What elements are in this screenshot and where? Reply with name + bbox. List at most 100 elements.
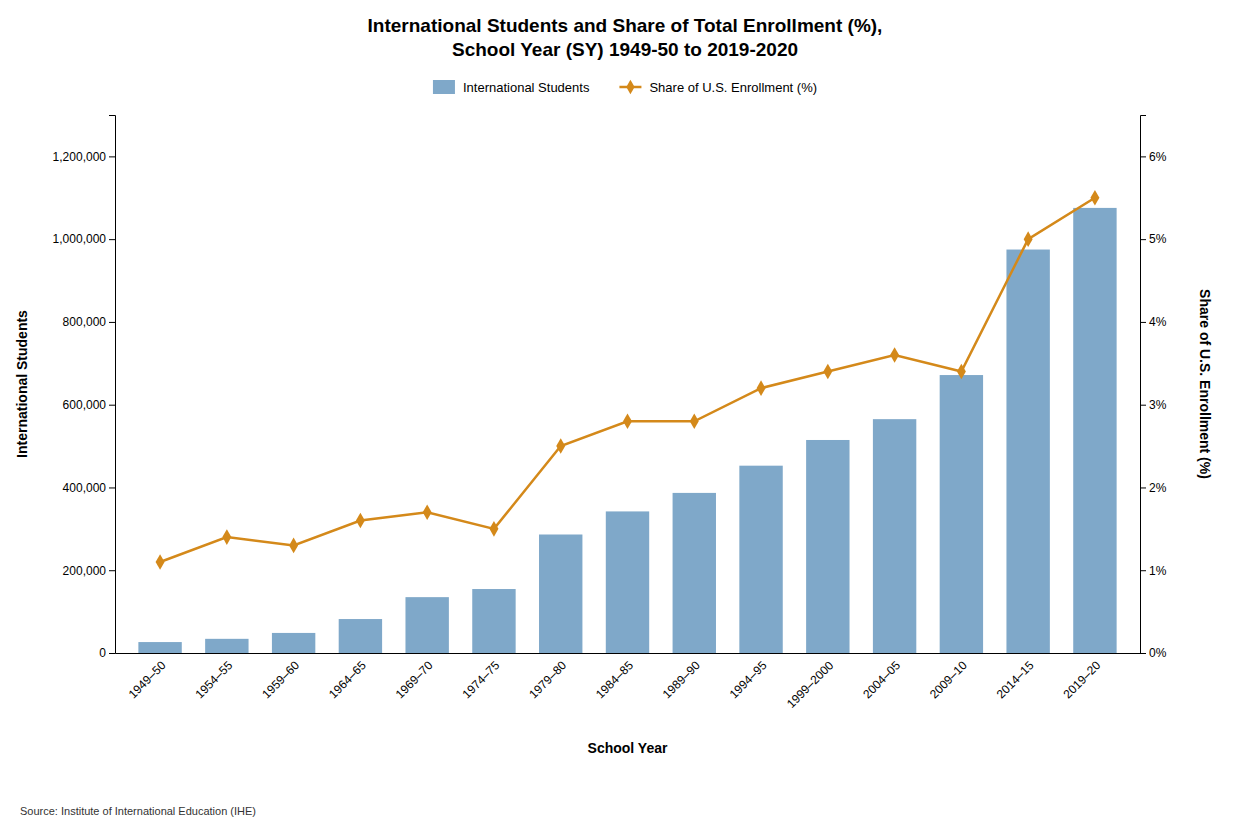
tick-label: 1964–65 bbox=[326, 658, 369, 701]
tick: 0 bbox=[99, 646, 115, 660]
tick-label: 1,200,000 bbox=[53, 150, 107, 164]
tick-label: 1954–55 bbox=[192, 658, 235, 701]
plot: 0 200,000 400,000 600,000 800,000 1,000,000 1,… bbox=[14, 116, 1213, 757]
marker bbox=[823, 364, 832, 380]
tick: 2004–05 bbox=[860, 653, 903, 701]
tick: 2% bbox=[1140, 481, 1167, 495]
marker bbox=[222, 529, 231, 545]
title: International Students and Share of Tota… bbox=[368, 15, 883, 60]
tick: 2019–20 bbox=[1060, 653, 1103, 701]
tick-mark bbox=[1140, 322, 1146, 323]
title-line: International Students and Share of Tota… bbox=[368, 15, 883, 36]
line bbox=[160, 198, 1095, 562]
tick-mark bbox=[1140, 487, 1146, 488]
marker bbox=[1024, 231, 1033, 247]
bar bbox=[405, 597, 448, 653]
tick: 1964–65 bbox=[326, 653, 369, 701]
tick-mark bbox=[109, 487, 115, 488]
tick-mark bbox=[109, 405, 115, 406]
tick-label: 2004–05 bbox=[860, 658, 903, 701]
marker bbox=[156, 554, 165, 570]
tick-mark bbox=[1140, 405, 1146, 406]
bar bbox=[806, 440, 849, 653]
bar bbox=[272, 633, 315, 653]
marker bbox=[690, 413, 699, 429]
tick: 0% bbox=[1140, 646, 1167, 660]
marker bbox=[623, 413, 632, 429]
tick-label: 3% bbox=[1149, 398, 1167, 412]
tick: 1984–85 bbox=[593, 653, 636, 701]
tick-label: 1999–2000 bbox=[784, 658, 837, 711]
marker bbox=[289, 538, 298, 554]
tick: 1969–70 bbox=[393, 653, 436, 701]
legend: International Students Share of U.S. Enro… bbox=[433, 80, 817, 95]
data bbox=[138, 190, 1116, 653]
tick: 1974–75 bbox=[460, 653, 503, 701]
tick-mark bbox=[1140, 653, 1146, 654]
tick: 1959–60 bbox=[259, 653, 302, 701]
tick-label: 5% bbox=[1149, 232, 1167, 246]
y2-axis: 0% 1% 2% 3% 4% 5% 6% bbox=[1140, 116, 1167, 661]
tick-label: 2019–20 bbox=[1060, 658, 1103, 701]
legend-label: International Students bbox=[463, 80, 590, 95]
tick-label: 0% bbox=[1149, 646, 1167, 660]
tick: 800,000 bbox=[63, 315, 115, 329]
tick: 1% bbox=[1140, 564, 1167, 578]
marker bbox=[757, 380, 766, 396]
tick-label: 4% bbox=[1149, 315, 1167, 329]
marker bbox=[1090, 190, 1099, 206]
tick-mark bbox=[109, 322, 115, 323]
tick: 1,200,000 bbox=[53, 150, 115, 164]
tick: 1,000,000 bbox=[53, 232, 115, 246]
tick-label: 1969–70 bbox=[393, 658, 436, 701]
marker bbox=[556, 438, 565, 454]
y-axis-title: International Students bbox=[14, 310, 30, 458]
tick: 2009–10 bbox=[927, 653, 970, 701]
tick: 4% bbox=[1140, 315, 1167, 329]
tick-label: 2014–15 bbox=[994, 658, 1037, 701]
x-axis-title: School Year bbox=[588, 740, 668, 756]
tick: 1979–80 bbox=[526, 653, 569, 701]
tick-label: 1994–95 bbox=[727, 658, 770, 701]
tick: 200,000 bbox=[63, 564, 115, 578]
legend-item: Share of U.S. Enrollment (%) bbox=[619, 80, 817, 95]
bar bbox=[539, 534, 582, 653]
tick-label: 800,000 bbox=[63, 315, 107, 329]
annotation: Source: Institute of International Educa… bbox=[20, 805, 256, 817]
tick: 1994–95 bbox=[727, 653, 770, 701]
chart: International Students and Share of Tota… bbox=[0, 0, 1250, 833]
marker bbox=[890, 347, 899, 363]
tick: 600,000 bbox=[63, 398, 115, 412]
tick-label: 1949–50 bbox=[126, 658, 169, 701]
tick-label: 600,000 bbox=[63, 398, 107, 412]
tick-label: 200,000 bbox=[63, 564, 107, 578]
bar bbox=[339, 619, 382, 653]
bar bbox=[940, 375, 983, 653]
x-axis: 1949–50 1954–55 1959–60 1964–65 1969–70 1974–… bbox=[116, 653, 1141, 711]
tick-label: 400,000 bbox=[63, 481, 107, 495]
tick-label: 2% bbox=[1149, 481, 1167, 495]
axis-line bbox=[109, 116, 116, 654]
tick-mark bbox=[1140, 570, 1146, 571]
tick: 6% bbox=[1140, 150, 1167, 164]
tick-label: 1989–90 bbox=[660, 658, 703, 701]
tick-mark bbox=[109, 653, 115, 654]
tick: 3% bbox=[1140, 398, 1167, 412]
tick-mark bbox=[1140, 239, 1146, 240]
marker bbox=[489, 521, 498, 537]
tick-mark bbox=[109, 239, 115, 240]
tick-label: 1974–75 bbox=[460, 658, 503, 701]
tick: 1999–2000 bbox=[784, 653, 837, 711]
axis-line bbox=[1141, 116, 1147, 654]
tick-mark bbox=[109, 570, 115, 571]
bar bbox=[739, 466, 782, 653]
tick: 5% bbox=[1140, 232, 1167, 246]
tick-label: 0 bbox=[99, 646, 106, 660]
title-line: School Year (SY) 1949-50 to 2019-2020 bbox=[452, 39, 798, 60]
tick-label: 1959–60 bbox=[259, 658, 302, 701]
y-axis: 0 200,000 400,000 600,000 800,000 1,000,000 1,… bbox=[53, 116, 116, 661]
bar bbox=[606, 511, 649, 653]
bar bbox=[138, 642, 181, 653]
tick-label: 1984–85 bbox=[593, 658, 636, 701]
marker bbox=[423, 505, 432, 521]
